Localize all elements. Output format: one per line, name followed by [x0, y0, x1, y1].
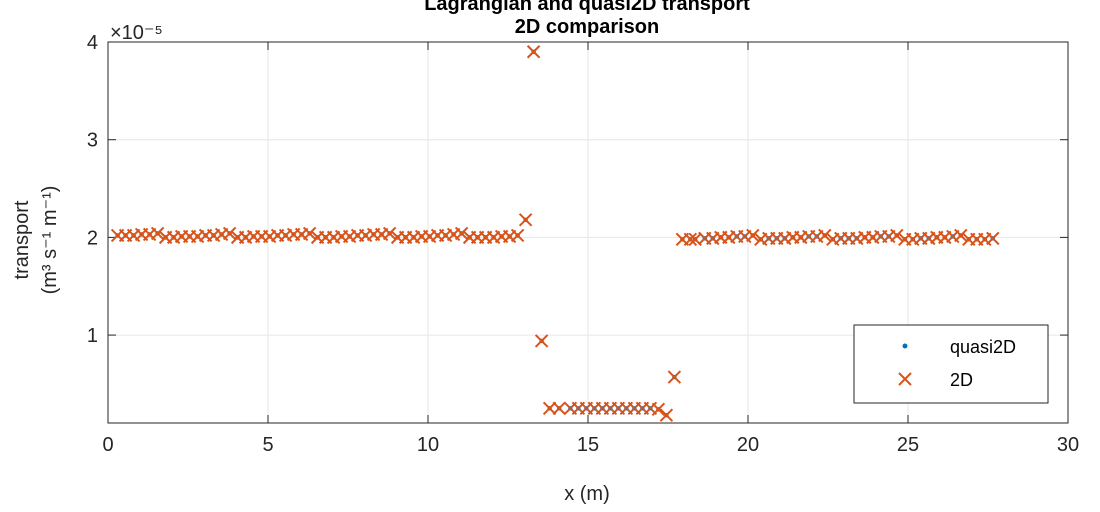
axis-ticks: 0 5 10 15 20 25 30 1 2 3 4: [87, 32, 1079, 456]
x-tick-label: 15: [577, 434, 599, 456]
chart-title: 2D comparison: [515, 16, 659, 38]
2d-point: [222, 226, 237, 241]
y-axis-exponent: ×10⁻⁵: [110, 22, 163, 44]
2d-point: [302, 226, 317, 241]
legend-2d-x-icon: [898, 372, 912, 386]
2d-point: [534, 334, 549, 348]
2d-point: [454, 226, 469, 241]
2d-point: [542, 401, 557, 416]
2d-point: [510, 228, 525, 243]
y-axis-label-line2: (m³ s⁻¹ m⁻¹): [39, 186, 61, 295]
y-tick-label: 3: [87, 130, 98, 152]
2d-point: [954, 228, 968, 243]
x-tick-label: 10: [417, 434, 439, 456]
legend-quasi2d-label: quasi2D: [950, 337, 1016, 357]
x-tick-label: 5: [262, 434, 273, 456]
legend-2d-label: 2D: [950, 370, 973, 390]
2d-point: [818, 228, 832, 243]
2d-point: [659, 408, 674, 422]
2d-point: [526, 45, 541, 59]
data-markers: [110, 45, 1000, 422]
2d-point: [382, 226, 397, 241]
2d-point: [651, 402, 666, 417]
2d-point: [890, 228, 904, 243]
2d-point: [518, 213, 533, 227]
x-axis-label: x (m): [564, 483, 610, 505]
legend: quasi2D 2D: [853, 324, 1049, 404]
y-tick-label: 2: [87, 227, 98, 249]
legend-quasi2d-dot-icon: [902, 343, 908, 349]
y-axis-label-line1: transport: [11, 200, 33, 279]
chart-title-clipped: Lagrangian and quasi2D transport: [424, 0, 750, 15]
2d-point: [552, 401, 566, 416]
2d-point: [986, 231, 1000, 246]
x-tick-label: 20: [737, 434, 759, 456]
y-tick-label: 1: [87, 325, 98, 347]
2d-point: [746, 228, 760, 243]
x-tick-label: 30: [1057, 434, 1079, 456]
2d-point: [683, 232, 698, 247]
2d-point: [667, 370, 682, 384]
x-tick-label: 0: [102, 434, 113, 456]
y-tick-label: 4: [87, 32, 98, 54]
x-tick-label: 25: [897, 434, 919, 456]
series-2d: [110, 45, 1000, 422]
legend-box: [853, 324, 1049, 404]
2d-point: [150, 226, 165, 241]
